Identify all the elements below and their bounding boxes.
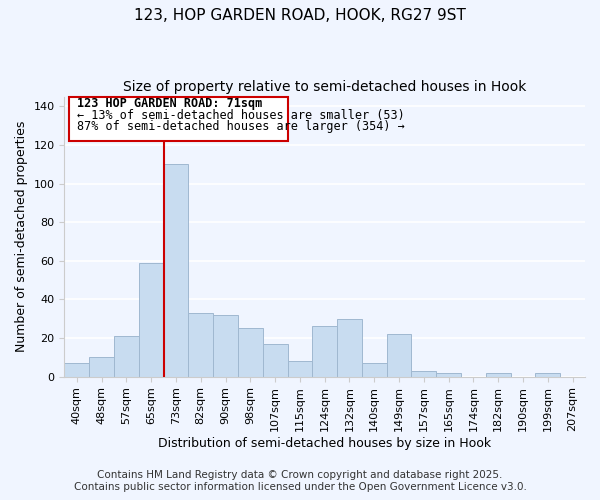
Bar (337, 319, 362, 376)
Bar (188, 313, 213, 376)
Bar (436, 373, 461, 376)
FancyBboxPatch shape (70, 96, 287, 141)
Bar (535, 373, 560, 376)
Bar (313, 326, 337, 376)
Text: ← 13% of semi-detached houses are smaller (53): ← 13% of semi-detached houses are smalle… (77, 109, 404, 122)
X-axis label: Distribution of semi-detached houses by size in Hook: Distribution of semi-detached houses by … (158, 437, 491, 450)
Title: Size of property relative to semi-detached houses in Hook: Size of property relative to semi-detach… (123, 80, 526, 94)
Bar (263, 344, 287, 376)
Bar (386, 334, 412, 376)
Text: 123, HOP GARDEN ROAD, HOOK, RG27 9ST: 123, HOP GARDEN ROAD, HOOK, RG27 9ST (134, 8, 466, 22)
Bar (486, 373, 511, 376)
Text: Contains public sector information licensed under the Open Government Licence v3: Contains public sector information licen… (74, 482, 526, 492)
Bar (213, 315, 238, 376)
Bar (139, 262, 164, 376)
Y-axis label: Number of semi-detached properties: Number of semi-detached properties (15, 121, 28, 352)
Bar (114, 336, 139, 376)
Bar (64, 363, 89, 376)
Bar (164, 164, 188, 376)
Bar (412, 371, 436, 376)
Bar (238, 328, 263, 376)
Text: Contains HM Land Registry data © Crown copyright and database right 2025.: Contains HM Land Registry data © Crown c… (97, 470, 503, 480)
Text: 123 HOP GARDEN ROAD: 71sqm: 123 HOP GARDEN ROAD: 71sqm (77, 97, 262, 110)
Text: 87% of semi-detached houses are larger (354) →: 87% of semi-detached houses are larger (… (77, 120, 404, 134)
Bar (89, 358, 114, 376)
Bar (287, 362, 313, 376)
Bar (362, 363, 386, 376)
